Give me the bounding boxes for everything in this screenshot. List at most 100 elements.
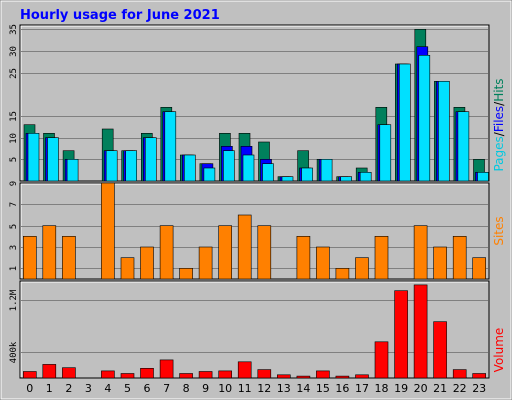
pages-bar: [359, 172, 372, 182]
hour-label: 6: [144, 382, 151, 395]
pages-bar: [379, 124, 392, 182]
volume-bar: [472, 373, 487, 379]
volume-bar: [42, 364, 57, 379]
volume-bar: [101, 370, 115, 379]
hour-label: 7: [163, 382, 170, 395]
volume-bar: [140, 367, 154, 379]
hour-label: 11: [238, 382, 252, 395]
pages-bar: [47, 137, 59, 182]
hour-label: 1: [46, 382, 53, 395]
volume-panel: 400k 1.2M: [9, 280, 490, 379]
hour-label: 21: [433, 382, 447, 395]
plot-area: [19, 280, 490, 379]
pages-bar: [281, 176, 294, 182]
hits-files-pages-label: Pages/Files/Hits: [492, 78, 506, 171]
y-tick-label: 15: [9, 111, 19, 122]
sites-panel: 1 3 5 7 9: [9, 181, 490, 280]
pages-bar: [418, 54, 431, 182]
plot-area: [19, 182, 490, 280]
hour-label: 12: [257, 382, 271, 395]
volume-bar: [433, 321, 447, 379]
volume-bar: [120, 373, 135, 379]
hour-label: 17: [355, 382, 369, 395]
sites-bar: [218, 225, 232, 280]
y-tick-label: 5: [9, 157, 19, 162]
y-tick-label: 35: [9, 24, 19, 35]
pages-bar: [398, 63, 411, 182]
hour-label: 19: [394, 382, 408, 395]
pages-bar: [164, 111, 177, 182]
sites-bar: [140, 246, 154, 280]
hour-label: 8: [183, 382, 190, 395]
sites-bar: [159, 225, 174, 280]
volume-bar: [296, 375, 311, 379]
volume-bar: [355, 374, 369, 379]
volume-bar: [22, 371, 37, 379]
y-tick-label: 1: [9, 266, 19, 271]
sites-label: Sites: [492, 216, 506, 245]
sites-bar: [179, 267, 193, 280]
hour-label: 10: [218, 382, 232, 395]
y-tick-label: 30: [9, 46, 19, 57]
pages-bar: [145, 137, 157, 182]
hour-label: 3: [85, 382, 92, 395]
y-tick-label: 400k: [9, 341, 19, 363]
sites-bar: [62, 236, 76, 280]
pages-bar: [242, 154, 255, 182]
label-part: Pages: [492, 136, 506, 171]
hour-label: 0: [26, 382, 33, 395]
sites-bar: [433, 246, 447, 280]
label-part: Files: [492, 106, 506, 132]
volume-bar: [335, 375, 350, 379]
pages-bar: [27, 133, 40, 182]
volume-bar: [179, 373, 193, 379]
volume-bar: [237, 361, 252, 379]
sites-bar: [472, 257, 487, 280]
hour-label: 2: [65, 382, 72, 395]
hour-label: 14: [296, 382, 310, 395]
pages-bar: [340, 176, 353, 182]
sites-bar: [374, 236, 389, 280]
y-tick-label: 1.2M: [9, 289, 19, 311]
label-part: Hits: [492, 78, 506, 101]
volume-bar: [316, 370, 330, 379]
pages-bar: [301, 167, 313, 182]
pages-bar: [223, 150, 235, 182]
hour-label: 5: [124, 382, 131, 395]
pages-bar: [184, 154, 196, 182]
sites-bar: [120, 257, 135, 280]
y-tick-label: 3: [9, 245, 19, 250]
y-tick-label: 5: [9, 224, 19, 229]
label-part: /: [492, 131, 506, 136]
label-part: /: [492, 101, 506, 106]
sites-bar: [237, 214, 252, 280]
y-tick-label: 25: [9, 68, 19, 79]
y-tick-label: 10: [9, 133, 19, 144]
sites-bar: [198, 246, 213, 280]
volume-bar: [413, 284, 428, 379]
sites-bar: [101, 182, 115, 280]
volume-bar: [62, 367, 76, 379]
hour-label: 20: [414, 382, 428, 395]
sites-bar: [413, 225, 428, 280]
hits-files-pages-panel: 5 10 15 25 30 35: [9, 24, 490, 182]
y-tick-label: 9: [9, 181, 19, 186]
sites-bar: [452, 236, 467, 280]
volume-bar: [276, 374, 291, 379]
sites-bar: [257, 225, 272, 280]
pages-bar: [320, 159, 333, 182]
hour-axis: 0 1 2 3 4 5 6 7 8 9 10 11 12 13 14 15 16 17 18 19 20 21 22 23: [26, 382, 486, 395]
volume-bar: [218, 370, 232, 379]
hour-label: 16: [335, 382, 349, 395]
volume-bar: [198, 371, 213, 379]
pages-bar: [477, 172, 489, 182]
y-tick-label: 7: [9, 202, 19, 207]
hour-label: 13: [277, 382, 291, 395]
volume-bar: [159, 359, 174, 379]
pages-bar: [125, 150, 137, 182]
sites-bar: [42, 225, 57, 280]
